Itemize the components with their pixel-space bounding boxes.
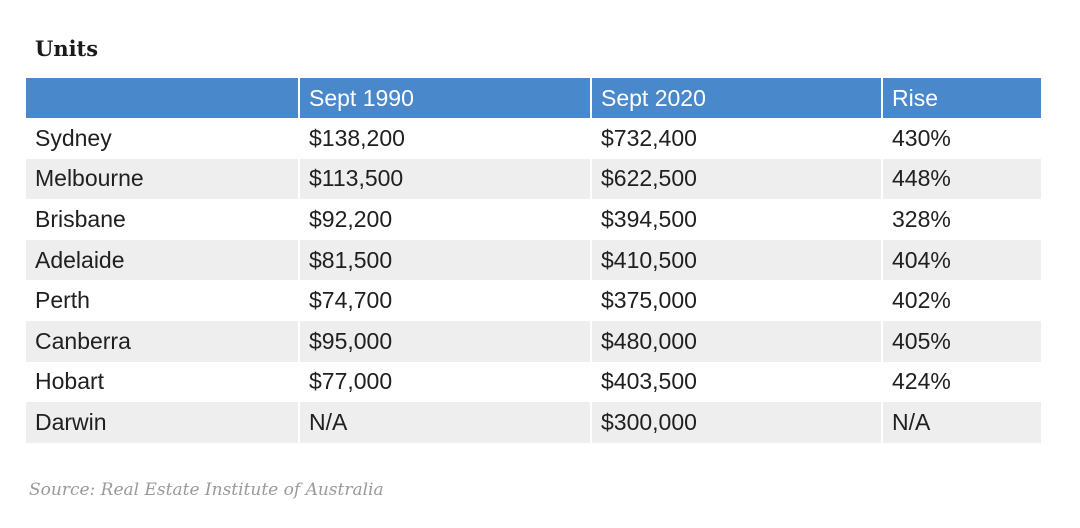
cell-sept-1990: $95,000	[298, 320, 590, 362]
cell-sept-1990: $92,200	[298, 199, 590, 240]
cell-sept-1990: $77,000	[298, 361, 590, 403]
cell-city: Sydney	[26, 118, 298, 159]
cell-rise: 405%	[881, 320, 1041, 362]
table-row: Hobart $77,000 $403,500 424%	[26, 361, 1041, 403]
cell-city: Darwin	[26, 402, 298, 443]
table-row: Melbourne $113,500 $622,500 448%	[26, 158, 1041, 200]
table-header-row: Sept 1990 Sept 2020 Rise	[26, 78, 1041, 118]
cell-rise: 402%	[881, 280, 1041, 321]
cell-sept-1990: $81,500	[298, 239, 590, 281]
header-city	[26, 78, 298, 118]
cell-sept-2020: $480,000	[590, 320, 881, 362]
cell-rise: 328%	[881, 199, 1041, 240]
cell-sept-2020: $300,000	[590, 402, 881, 443]
table-title: Units	[35, 36, 99, 61]
cell-city: Brisbane	[26, 199, 298, 240]
table-row: Perth $74,700 $375,000 402%	[26, 280, 1041, 321]
units-price-table: Sept 1990 Sept 2020 Rise Sydney $138,200…	[26, 78, 1041, 443]
cell-sept-2020: $410,500	[590, 239, 881, 281]
cell-sept-2020: $375,000	[590, 280, 881, 321]
cell-sept-2020: $394,500	[590, 199, 881, 240]
cell-rise: 430%	[881, 118, 1041, 159]
cell-city: Canberra	[26, 320, 298, 362]
cell-rise: 424%	[881, 361, 1041, 403]
table-row: Darwin N/A $300,000 N/A	[26, 402, 1041, 443]
header-rise: Rise	[881, 78, 1041, 118]
cell-sept-1990: $113,500	[298, 158, 590, 200]
cell-sept-2020: $622,500	[590, 158, 881, 200]
cell-rise: 448%	[881, 158, 1041, 200]
header-sept-1990: Sept 1990	[298, 78, 590, 118]
cell-city: Hobart	[26, 361, 298, 403]
cell-city: Adelaide	[26, 239, 298, 281]
source-note: Source: Real Estate Institute of Austral…	[29, 480, 384, 500]
cell-sept-1990: $74,700	[298, 280, 590, 321]
cell-sept-2020: $403,500	[590, 361, 881, 403]
header-sept-2020: Sept 2020	[590, 78, 881, 118]
cell-sept-1990: N/A	[298, 402, 590, 443]
table-row: Canberra $95,000 $480,000 405%	[26, 320, 1041, 362]
table-row: Brisbane $92,200 $394,500 328%	[26, 199, 1041, 240]
cell-sept-2020: $732,400	[590, 118, 881, 159]
cell-rise: 404%	[881, 239, 1041, 281]
cell-sept-1990: $138,200	[298, 118, 590, 159]
cell-city: Melbourne	[26, 158, 298, 200]
cell-city: Perth	[26, 280, 298, 321]
table-row: Sydney $138,200 $732,400 430%	[26, 118, 1041, 159]
cell-rise: N/A	[881, 402, 1041, 443]
table-row: Adelaide $81,500 $410,500 404%	[26, 239, 1041, 281]
